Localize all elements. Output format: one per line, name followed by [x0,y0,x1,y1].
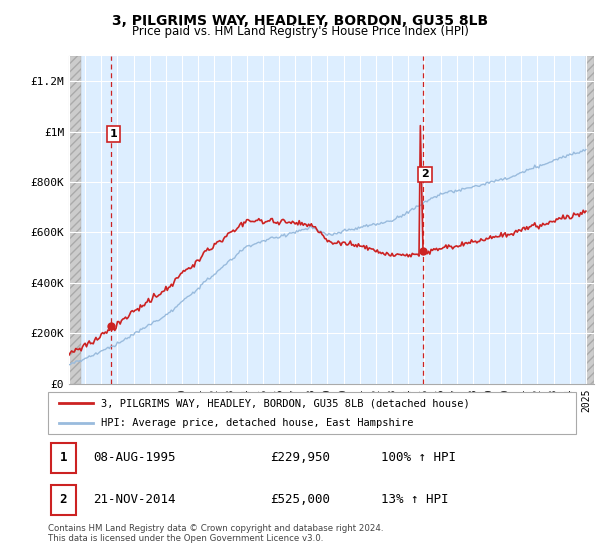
Text: Price paid vs. HM Land Registry's House Price Index (HPI): Price paid vs. HM Land Registry's House … [131,25,469,38]
Text: 2: 2 [59,493,67,506]
Text: 13% ↑ HPI: 13% ↑ HPI [380,493,448,506]
FancyBboxPatch shape [48,392,576,434]
Text: 08-AUG-1995: 08-AUG-1995 [93,451,175,464]
Text: £525,000: £525,000 [270,493,330,506]
Bar [586,56,594,384]
Text: 1: 1 [110,129,117,139]
Text: HPI: Average price, detached house, East Hampshire: HPI: Average price, detached house, East… [101,418,413,428]
Text: 1: 1 [59,451,67,464]
Text: 21-NOV-2014: 21-NOV-2014 [93,493,175,506]
Text: 2: 2 [421,170,429,179]
FancyBboxPatch shape [50,485,76,515]
Text: £229,950: £229,950 [270,451,330,464]
Text: 100% ↑ HPI: 100% ↑ HPI [380,451,455,464]
Text: Contains HM Land Registry data © Crown copyright and database right 2024.
This d: Contains HM Land Registry data © Crown c… [48,524,383,543]
Text: 3, PILGRIMS WAY, HEADLEY, BORDON, GU35 8LB (detached house): 3, PILGRIMS WAY, HEADLEY, BORDON, GU35 8… [101,398,470,408]
Text: 3, PILGRIMS WAY, HEADLEY, BORDON, GU35 8LB: 3, PILGRIMS WAY, HEADLEY, BORDON, GU35 8… [112,14,488,28]
FancyBboxPatch shape [50,443,76,473]
Bar [69,56,81,384]
